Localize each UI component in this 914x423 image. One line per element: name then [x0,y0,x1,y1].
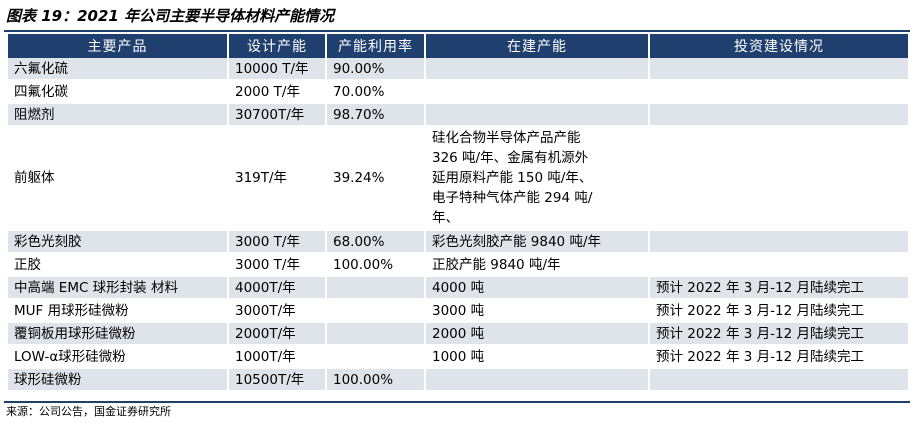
cell-utilization [326,345,426,369]
cell-under-construction [425,103,650,127]
cell-utilization: 70.00% [326,80,426,104]
table-row: 阻燃剂 30700T/年 98.70% [8,103,908,127]
cell-line: 电子特种气体产能 294 吨/ [432,190,593,206]
cell-under-construction: 硅化合物半导体产品产能 326 吨/年、金属有机源外 延用原料产能 150 吨/年、… [425,126,650,231]
cell-line: 2000 吨 [432,325,485,342]
cell-capacity: 2000 T/年 [228,80,327,104]
cell-product: 六氟化硫 [8,58,229,81]
cell-product: 中高端 EMC 球形封装 材料 [8,276,229,300]
cell-capacity: 3000 T/年 [228,230,327,254]
cell-capacity: 3000 T/年 [228,253,327,277]
cell-product: LOW-α球形硅微粉 [8,345,229,369]
cell-capacity: 30700T/年 [228,103,327,127]
cell-line: 3000 吨 [432,302,485,319]
cell-utilization [326,276,426,300]
cell-product: 覆铜板用球形硅微粉 [8,322,229,346]
cell-under-construction: 正胶产能 9840 吨/年 [425,253,650,277]
cell-product: 四氟化碳 [8,80,229,104]
cell-utilization: 100.00% [326,253,426,277]
bottom-rule [4,401,910,403]
table-header-row: 主要产品 设计产能 产能利用率 在建产能 投资建设情况 [8,34,908,58]
cell-line: 年、 [432,210,459,226]
figure-title: 图表 19：2021 年公司主要半导体材料产能情况 [6,7,335,25]
cell-capacity: 2000T/年 [228,322,327,346]
cell-capacity: 3000T/年 [228,299,327,323]
cell-product: 正胶 [8,253,229,277]
capacity-table: 主要产品 设计产能 产能利用率 在建产能 投资建设情况 六氟化硫 10000 T/… [8,34,908,392]
title-rule [4,30,910,32]
table-row: 覆铜板用球形硅微粉 2000T/年 2000 吨 预计 2022 年 3 月-12 月… [8,322,908,346]
cell-under-construction: 彩色光刻胶产能 9840 吨/年 [425,230,650,254]
cell-capacity: 319T/年 [228,126,327,231]
cell-capacity: 1000T/年 [228,345,327,369]
table-row: 四氟化碳 2000 T/年 70.00% [8,80,908,104]
cell-investment [649,58,908,81]
cell-investment [649,253,908,277]
cell-utilization: 39.24% [326,126,426,231]
source-note: 来源：公司公告，国金证券研究所 [6,405,171,418]
cell-utilization [326,322,426,346]
table-row: LOW-α球形硅微粉 1000T/年 1000 吨 预计 2022 年 3 月-12 … [8,345,908,369]
cell-utilization: 98.70% [326,103,426,127]
cell-under-construction: 1000 吨 [425,345,650,369]
cell-line: 正胶产能 9840 吨/年 [432,256,561,273]
cell-investment [649,126,908,231]
table-row: 正胶 3000 T/年 100.00% 正胶产能 9840 吨/年 [8,253,908,277]
cell-utilization: 68.00% [326,230,426,254]
cell-under-construction: 2000 吨 [425,322,650,346]
cell-investment: 预计 2022 年 3 月-12 月陆续完工 [649,276,908,300]
cell-investment: 预计 2022 年 3 月-12 月陆续完工 [649,345,908,369]
cell-investment [649,103,908,127]
cell-investment [649,230,908,254]
cell-capacity: 10000 T/年 [228,58,327,81]
cell-utilization: 90.00% [326,58,426,81]
cell-investment [649,368,908,392]
cell-product: 球形硅微粉 [8,368,229,392]
table-row: 中高端 EMC 球形封装 材料 4000T/年 4000 吨 预计 2022 年 3 … [8,276,908,300]
cell-utilization: 100.00% [326,368,426,392]
table-row: MUF 用球形硅微粉 3000T/年 3000 吨 预计 2022 年 3 月-12 … [8,299,908,323]
header-utilization: 产能利用率 [326,34,426,58]
cell-under-construction [425,368,650,392]
cell-line: 4000 吨 [432,279,485,296]
cell-product: 前躯体 [8,126,229,231]
cell-product: 彩色光刻胶 [8,230,229,254]
cell-under-construction: 4000 吨 [425,276,650,300]
cell-capacity: 4000T/年 [228,276,327,300]
table-body: 六氟化硫 10000 T/年 90.00% 四氟化碳 2000 T/年 70.00% 阻燃剂… [8,58,908,392]
cell-under-construction [425,58,650,81]
cell-capacity: 10500T/年 [228,368,327,392]
cell-utilization [326,299,426,323]
cell-line: 延用原料产能 150 吨/年、 [432,170,593,186]
cell-product: MUF 用球形硅微粉 [8,299,229,323]
cell-under-construction [425,80,650,104]
cell-line: 1000 吨 [432,348,485,365]
header-under-construction: 在建产能 [425,34,650,58]
cell-line: 彩色光刻胶产能 9840 吨/年 [432,233,601,250]
header-product: 主要产品 [8,34,229,58]
table-row: 前躯体 319T/年 39.24% 硅化合物半导体产品产能 326 吨/年、金属有机源外… [8,126,908,231]
table-row: 彩色光刻胶 3000 T/年 68.00% 彩色光刻胶产能 9840 吨/年 [8,230,908,254]
table-row: 六氟化硫 10000 T/年 90.00% [8,58,908,81]
cell-investment: 预计 2022 年 3 月-12 月陆续完工 [649,299,908,323]
table-row: 球形硅微粉 10500T/年 100.00% [8,368,908,392]
cell-under-construction: 3000 吨 [425,299,650,323]
cell-product: 阻燃剂 [8,103,229,127]
header-capacity: 设计产能 [228,34,327,58]
cell-line: 326 吨/年、金属有机源外 [432,150,589,166]
cell-investment [649,80,908,104]
header-investment: 投资建设情况 [649,34,908,58]
cell-line: 硅化合物半导体产品产能 [432,130,581,146]
cell-investment: 预计 2022 年 3 月-12 月陆续完工 [649,322,908,346]
